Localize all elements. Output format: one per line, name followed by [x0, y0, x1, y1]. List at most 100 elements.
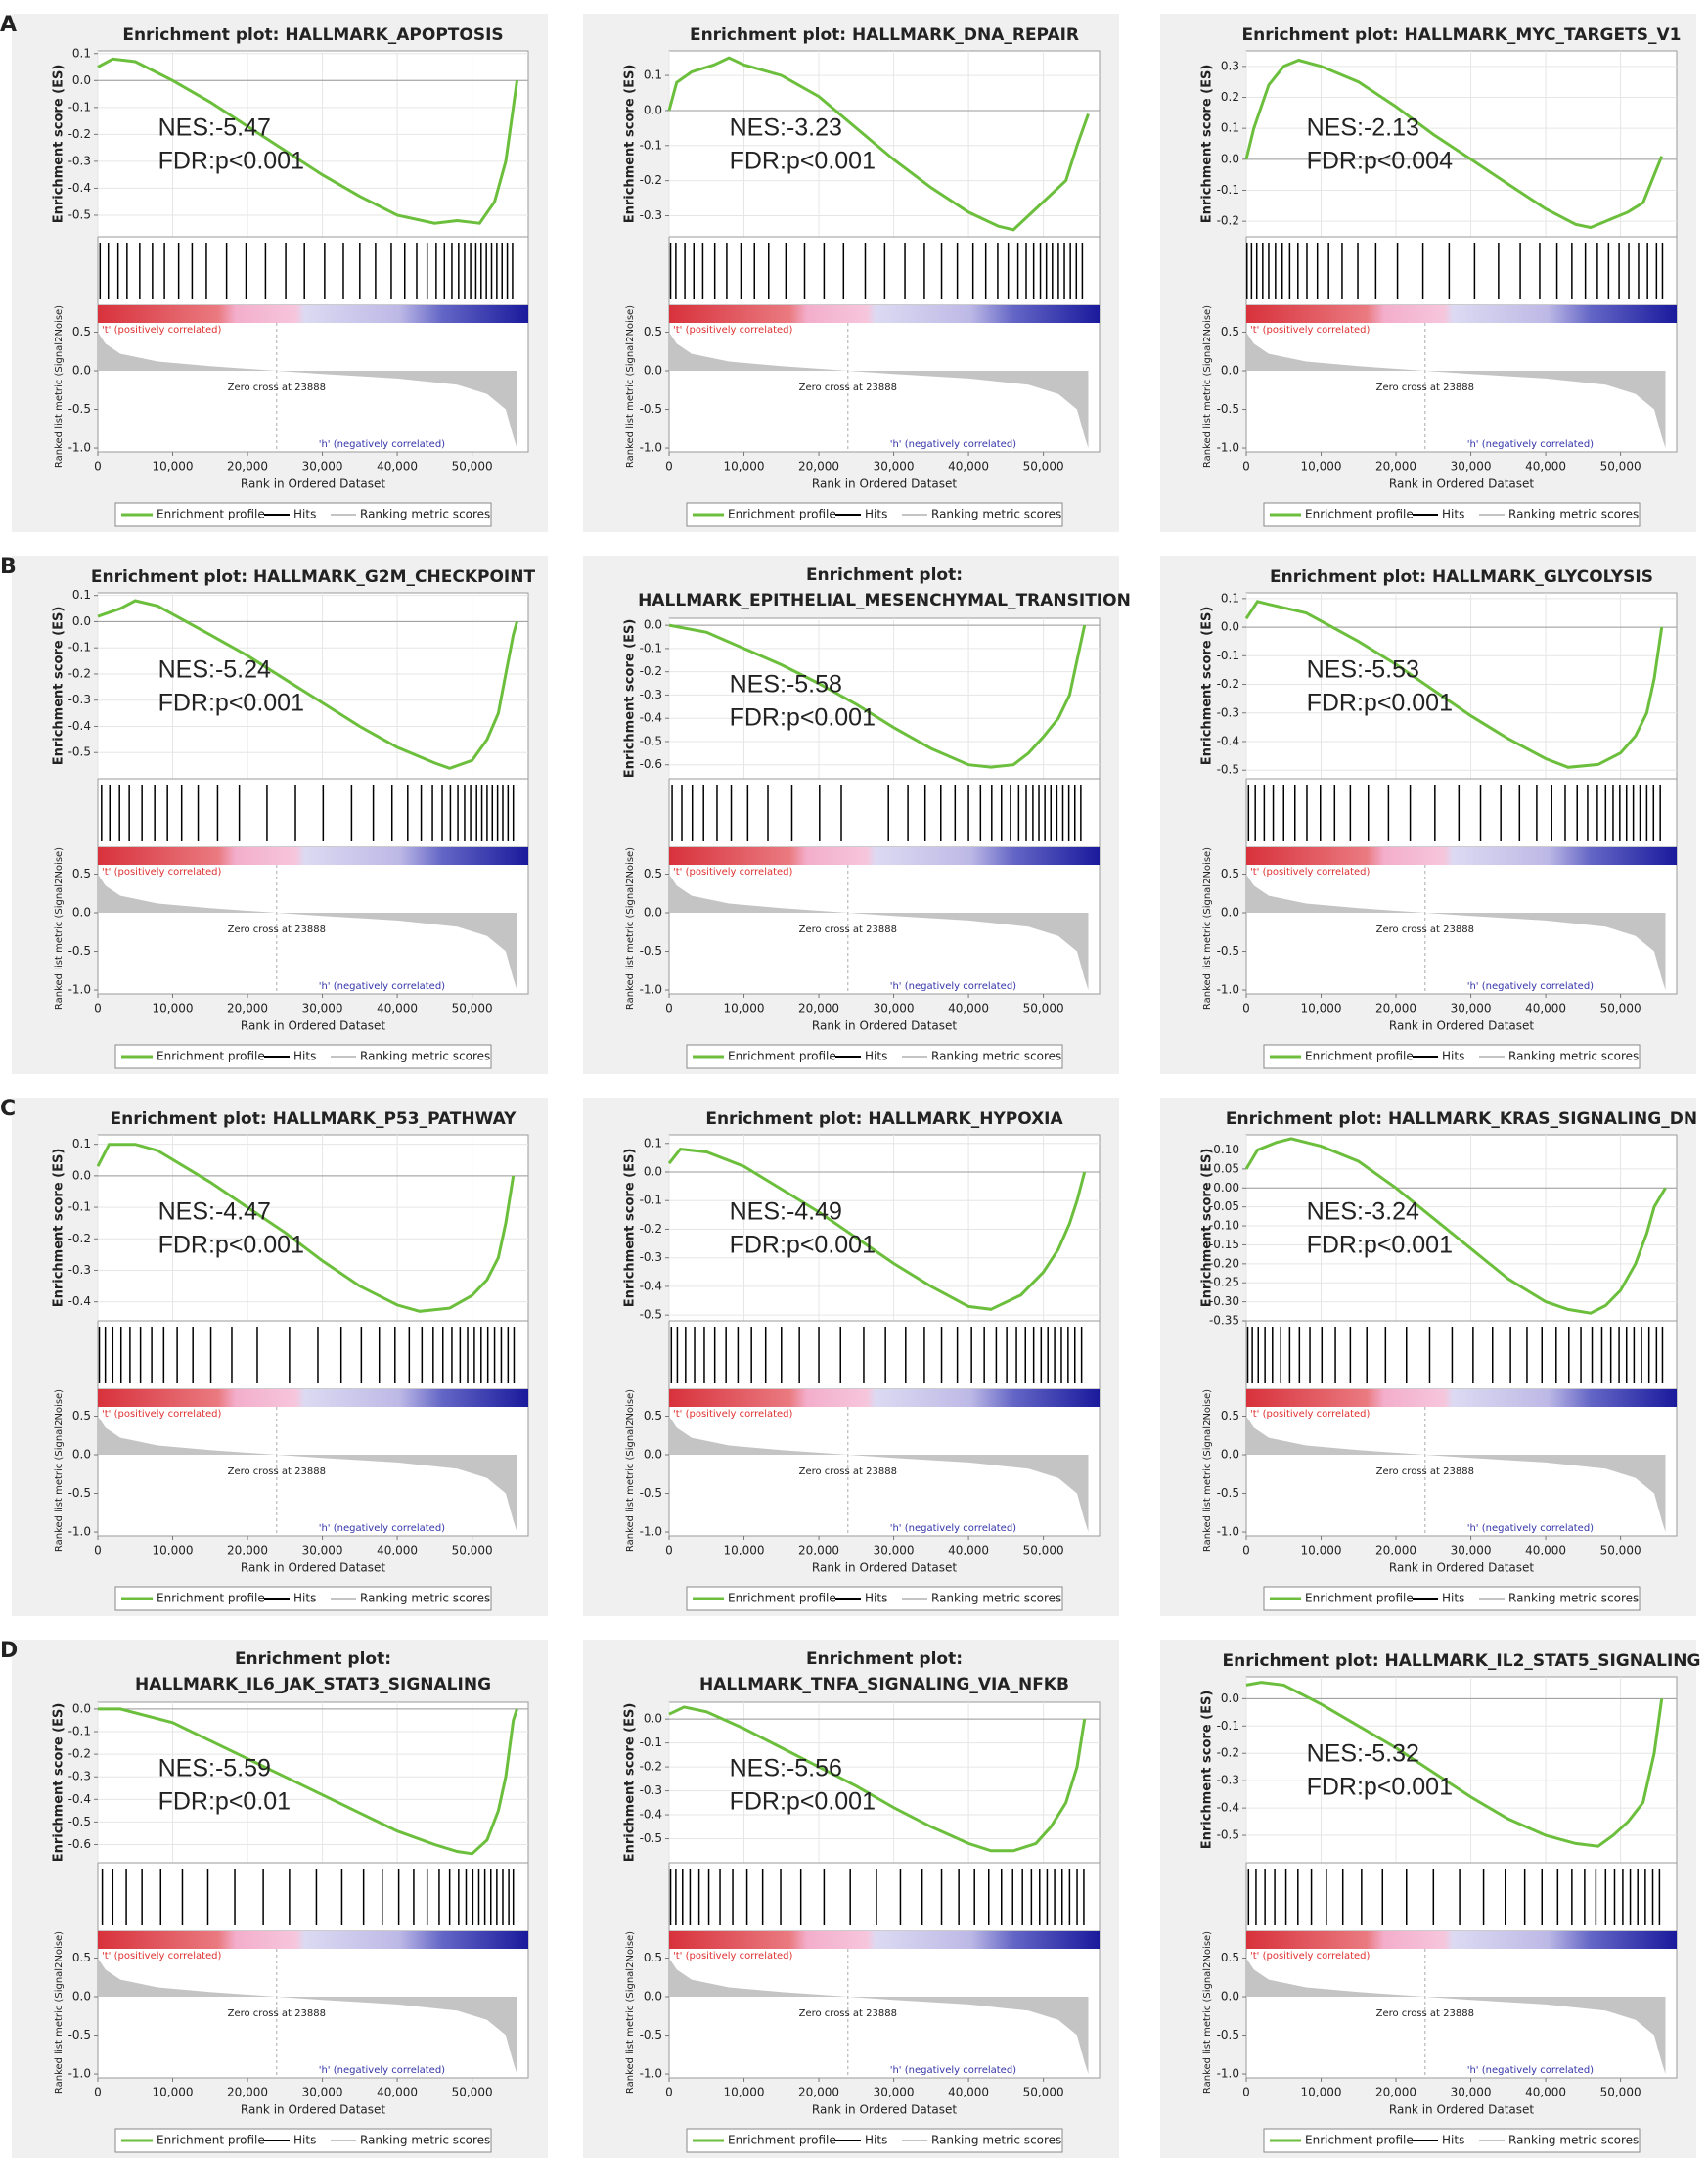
- panel-title: Enrichment plot: HALLMARK_IL2_STAT5_SIGN…: [1223, 1651, 1701, 1671]
- enrichment-profile: [1244, 1137, 1667, 1315]
- y-tick-label: 0.1: [644, 68, 662, 82]
- annotation: FDR:p<0.001: [1307, 689, 1453, 716]
- x-tick-label: 20,000: [798, 2086, 839, 2099]
- panel: Enrichment plot: HALLMARK_EPITHELIAL_MESE…: [583, 556, 1131, 1074]
- enrichment-profile: [668, 623, 1087, 769]
- y-tick-label: 0.1: [1221, 121, 1239, 135]
- y-tick-label: -0.6: [68, 1837, 91, 1851]
- heat-bar: [98, 305, 528, 323]
- y-tick-label: 0.0: [644, 103, 662, 116]
- y-tick-label: 0.1: [72, 46, 91, 60]
- zero-cross-label: Zero cross at 23888: [1376, 924, 1474, 935]
- x-axis-label: Rank in Ordered Dataset: [1389, 1019, 1534, 1033]
- panel: Enrichment plot: HALLMARK_G2M_CHECKPOINT…: [12, 556, 548, 1074]
- y-tick-label: -0.3: [640, 1783, 662, 1797]
- y-tick-label: -0.5: [68, 745, 91, 759]
- y-tick-label: 0.10: [1213, 1143, 1239, 1156]
- y-tick-label: -0.5: [640, 734, 662, 747]
- x-tick-label: 50,000: [1023, 2086, 1064, 2099]
- y-tick-label: 0.0: [1221, 152, 1239, 165]
- y2-tick-label: -1.0: [1217, 983, 1239, 997]
- plot-area: [97, 1701, 529, 2079]
- annotation: NES:-5.58: [730, 670, 842, 698]
- y2-axis-label: Ranked list metric (Signal2Noise): [625, 305, 636, 468]
- y2-axis-label: Ranked list metric (Signal2Noise): [1202, 1931, 1213, 2094]
- y2-tick-label: -1.0: [640, 1525, 662, 1539]
- y-axis-label: Enrichment score (ES): [52, 1149, 67, 1308]
- y2-axis-label: Ranked list metric (Signal2Noise): [1202, 305, 1213, 468]
- panel-letter: A: [0, 13, 17, 37]
- neg-label: 'h' (negatively correlated): [890, 439, 1016, 450]
- y-tick-label: -0.2: [640, 664, 662, 678]
- legend-label: Enrichment profile: [157, 508, 265, 521]
- neg-label: 'h' (negatively correlated): [890, 1523, 1016, 1534]
- y-tick-label: -0.3: [68, 154, 91, 167]
- panel-title: Enrichment plot:: [235, 1649, 391, 1669]
- y-tick-label: -0.2: [1217, 1746, 1239, 1760]
- legend-label: Ranking metric scores: [931, 1592, 1061, 1605]
- x-tick-label: 10,000: [724, 2086, 765, 2099]
- x-axis-label: Rank in Ordered Dataset: [812, 2103, 957, 2117]
- annotation: NES:-3.23: [730, 113, 842, 141]
- y-tick-label: -0.1: [68, 100, 91, 113]
- legend-label: Hits: [865, 508, 887, 521]
- y2-tick-label: 0.0: [644, 1990, 662, 2004]
- x-tick-label: 50,000: [452, 460, 493, 473]
- annotation: FDR:p<0.001: [1307, 1773, 1453, 1800]
- y-axis-label: Enrichment score (ES): [623, 619, 638, 779]
- plot-area: [668, 1134, 1101, 1537]
- x-tick-label: 50,000: [452, 1544, 493, 1557]
- y-tick-label: -0.1: [640, 1736, 662, 1749]
- x-tick-label: 40,000: [1525, 460, 1566, 473]
- y-axis-label: Enrichment score (ES): [623, 65, 638, 224]
- y-tick-label: -0.1: [640, 1194, 662, 1207]
- legend-label: Ranking metric scores: [1508, 1050, 1639, 1063]
- x-tick-label: 10,000: [153, 2086, 194, 2099]
- annotation: NES:-5.59: [158, 1754, 271, 1781]
- legend-label: Ranking metric scores: [360, 1050, 490, 1063]
- enrichment-profile: [97, 57, 518, 225]
- annotation: FDR:p<0.001: [158, 689, 304, 716]
- y-tick-label: -0.2: [640, 173, 662, 187]
- neg-label: 'h' (negatively correlated): [1467, 439, 1594, 450]
- legend-box: [686, 1586, 1063, 1611]
- y-tick-label: -0.3: [1217, 1774, 1239, 1787]
- zero-cross-label: Zero cross at 23888: [228, 383, 326, 393]
- x-tick-label: 50,000: [452, 2086, 493, 2099]
- panel-title: Enrichment plot: HALLMARK_G2M_CHECKPOINT: [91, 567, 536, 587]
- legend-label: Hits: [1442, 1050, 1464, 1063]
- y-axis-label: Enrichment score (ES): [623, 1149, 638, 1308]
- annotation: NES:-5.56: [730, 1754, 842, 1781]
- x-tick-label: 20,000: [1375, 460, 1416, 473]
- x-tick-label: 30,000: [1451, 1002, 1492, 1015]
- y-tick-label: -0.5: [640, 1308, 662, 1322]
- legend-box: [1263, 502, 1641, 527]
- y-tick-label: -0.2: [1217, 214, 1239, 228]
- panel-letter: C: [0, 1097, 16, 1121]
- pos-label: 't' (positively correlated): [1250, 867, 1371, 878]
- zero-cross-label: Zero cross at 23888: [228, 924, 326, 935]
- y-tick-label: 0.0: [1221, 1691, 1239, 1705]
- legend-label: Ranking metric scores: [931, 508, 1061, 521]
- x-tick-label: 0: [665, 2086, 673, 2099]
- y-tick-label: -0.05: [1209, 1199, 1239, 1213]
- y-axis-label: Enrichment score (ES): [1200, 65, 1215, 224]
- y-tick-label: -0.4: [640, 711, 662, 725]
- legend-label: Ranking metric scores: [1508, 508, 1639, 521]
- y2-axis-label: Ranked list metric (Signal2Noise): [625, 1389, 636, 1552]
- legend-label: Hits: [865, 2134, 887, 2147]
- x-tick-label: 30,000: [302, 1544, 343, 1557]
- y-tick-label: 0.0: [644, 618, 662, 632]
- y2-tick-label: 0.5: [644, 1409, 662, 1422]
- y2-tick-label: -1.0: [68, 1525, 91, 1539]
- y2-tick-label: 0.0: [1221, 1448, 1239, 1462]
- heat-bar: [669, 847, 1100, 865]
- y-tick-label: -0.4: [640, 1279, 662, 1292]
- y2-tick-label: 0.0: [72, 364, 91, 378]
- y-tick-label: -0.4: [640, 1808, 662, 1822]
- plot-area: [1245, 592, 1678, 995]
- x-tick-label: 20,000: [1375, 1544, 1416, 1557]
- x-tick-label: 20,000: [227, 1544, 268, 1557]
- panel-title: HALLMARK_IL6_JAK_STAT3_SIGNALING: [135, 1675, 491, 1694]
- y2-tick-label: -1.0: [68, 2067, 91, 2081]
